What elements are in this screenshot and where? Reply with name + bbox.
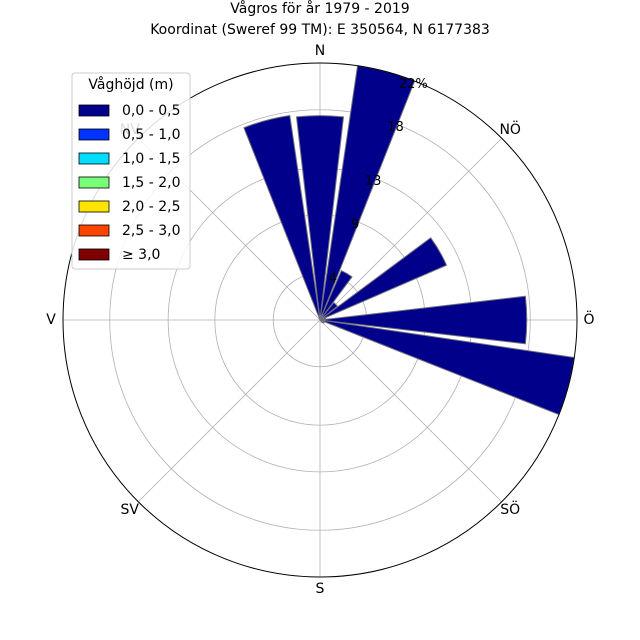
direction-label: Ö (583, 310, 594, 328)
legend-label: 2,5 - 3,0 (122, 223, 180, 239)
bar-60deg (319, 237, 448, 321)
grid-spoke (137, 319, 321, 503)
bar-30deg (319, 270, 353, 321)
legend: Våghöjd (m) 0,0 - 0,5 0,5 - 1,0 1,0 - 1,5 1,… (71, 72, 191, 270)
legend-label: ≥ 3,0 (122, 247, 160, 263)
legend-box (71, 72, 191, 270)
legend-label: 1,5 - 2,0 (122, 175, 180, 191)
bar-345deg (243, 114, 321, 321)
direction-label: S (316, 581, 325, 597)
direction-label: V (46, 312, 56, 328)
grid-spoke (319, 319, 503, 503)
direction-label: N (315, 43, 325, 59)
bars (243, 65, 575, 416)
direction-label: SV (121, 502, 140, 518)
bar-135deg (319, 319, 324, 324)
grid-spoke (319, 137, 503, 321)
legend-swatch (78, 200, 110, 213)
legend-label: 1,0 - 1,5 (122, 151, 180, 167)
bar-90deg (319, 295, 528, 345)
radial-tick-label: 9 (351, 217, 359, 232)
legend-label: 2,0 - 2,5 (122, 199, 180, 215)
legend-swatch (78, 248, 110, 261)
chart-title: Vågros för år 1979 - 2019 (230, 0, 409, 17)
bar-45deg (319, 301, 339, 321)
legend-swatch (78, 224, 110, 237)
radial-tick-labels: 4 9 13 18 22% (329, 77, 428, 286)
legend-swatch (78, 176, 110, 189)
radial-tick-label: 4 (329, 271, 337, 286)
legend-swatch (78, 128, 110, 141)
direction-label: NÖ (499, 120, 521, 138)
radial-tick-label: 13 (365, 174, 382, 189)
bar-0deg (295, 115, 345, 321)
radial-tick-label: 18 (387, 120, 404, 135)
legend-label: 0,0 - 0,5 (122, 103, 180, 119)
legend-label: 0,5 - 1,0 (122, 127, 180, 143)
direction-label: SÖ (500, 500, 520, 518)
legend-swatch (78, 104, 110, 117)
legend-title: Våghöjd (m) (88, 76, 173, 93)
legend-swatch (78, 152, 110, 165)
chart-subtitle: Koordinat (Sweref 99 TM): E 350564, N 61… (150, 22, 490, 38)
radial-tick-label: 22% (399, 77, 428, 92)
polar-frame (62, 62, 578, 578)
